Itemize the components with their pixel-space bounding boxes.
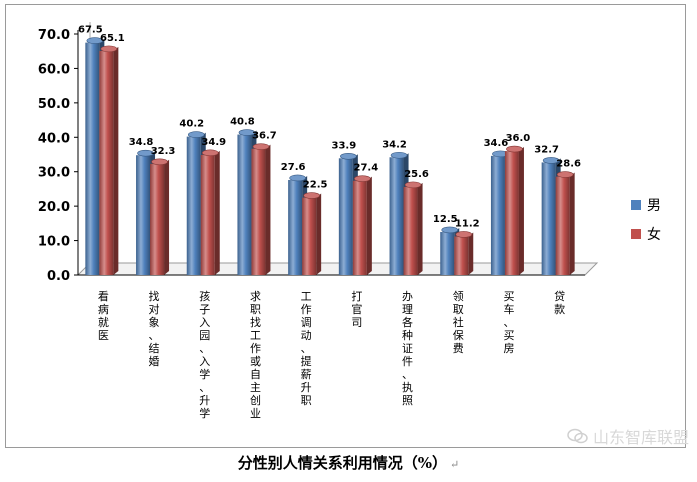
- bar-top: [542, 157, 560, 164]
- data-label: 65.1: [100, 33, 125, 44]
- bar-female: [150, 163, 165, 275]
- x-tick-label: 买车、买房: [503, 290, 514, 355]
- x-tick-label: 贷款: [554, 289, 565, 316]
- bar-chart: 0.0 10.0 20.0 30.0 40.0 50.0 60.0 70.0 67.565.1 看…: [38, 22, 661, 420]
- bar-side: [569, 172, 575, 275]
- bar-female: [504, 151, 519, 275]
- bar-male: [490, 155, 505, 275]
- data-label: 25.6: [404, 169, 429, 180]
- bar-side: [366, 176, 372, 275]
- bar-male: [389, 157, 404, 275]
- x-tick-label: 工作调动、提薪升职: [301, 290, 312, 407]
- bar-side: [265, 144, 271, 275]
- bar-top: [100, 45, 118, 53]
- bar-male: [136, 155, 151, 275]
- bar-male: [338, 158, 353, 275]
- bar-top: [201, 149, 219, 157]
- data-label: 40.8: [230, 117, 255, 128]
- bar-female: [99, 50, 114, 276]
- bar-side: [214, 150, 220, 275]
- legend-label: 女: [647, 226, 661, 243]
- x-tick-label: 找对象、结婚: [149, 289, 160, 368]
- watermark-text: 山东智库联盟: [592, 428, 689, 447]
- x-tick-label: 求职找工作或自主创业: [250, 290, 261, 420]
- bar-top: [151, 158, 168, 166]
- y-tick-label: 30.0: [38, 166, 70, 181]
- bar-side: [468, 232, 474, 275]
- bar-female: [251, 148, 266, 275]
- bar-female: [555, 176, 570, 275]
- bar-male: [288, 179, 303, 275]
- bar-female: [454, 236, 469, 275]
- bar-top: [506, 145, 523, 153]
- legend-swatch: [631, 200, 641, 210]
- bar-top: [455, 231, 473, 238]
- bar-top: [86, 37, 104, 44]
- data-label: 34.2: [382, 139, 407, 150]
- return-mark: ↵: [450, 458, 460, 471]
- data-label: 34.6: [484, 138, 509, 149]
- bar-male: [237, 134, 252, 275]
- data-label: 67.5: [78, 25, 103, 36]
- bar-top: [390, 151, 408, 159]
- data-label: 36.7: [252, 131, 277, 142]
- y-tick-label: 0.0: [47, 269, 70, 284]
- bar-top: [289, 174, 306, 182]
- wechat-icon: [567, 428, 588, 444]
- data-label: 22.5: [303, 180, 328, 191]
- y-tick-label: 50.0: [38, 97, 70, 112]
- bar-top: [556, 171, 574, 178]
- bar-top: [252, 143, 270, 150]
- data-label: 32.3: [151, 146, 176, 157]
- x-tick-label: 办理各种证件、执照: [402, 290, 413, 407]
- legend-label: 男: [647, 198, 661, 214]
- data-label: 40.2: [179, 119, 204, 130]
- bar-female: [403, 186, 418, 275]
- x-tick-label: 孩子入园、入学、升学: [199, 290, 210, 420]
- watermark: 山东智库联盟: [567, 424, 689, 448]
- bar-top: [137, 149, 154, 157]
- y-tick-label: 60.0: [38, 62, 70, 77]
- bar-top: [303, 192, 320, 199]
- data-label: 27.6: [281, 162, 306, 173]
- data-label: 11.2: [455, 218, 480, 229]
- bar-top: [441, 226, 459, 234]
- data-label: 33.9: [332, 140, 357, 151]
- x-tick-label: 打官司: [351, 289, 362, 329]
- data-label: 32.7: [534, 144, 559, 155]
- bar-male: [440, 231, 455, 275]
- chart-title: 分性别人情关系利用情况（%）: [237, 454, 448, 472]
- data-label: 34.9: [201, 137, 226, 148]
- bar-male: [186, 136, 201, 275]
- data-label: 28.6: [556, 159, 581, 170]
- x-tick-label: 领取社保费: [453, 290, 464, 355]
- bar-top: [187, 131, 205, 138]
- data-label: 34.8: [129, 137, 154, 148]
- data-label: 36.0: [506, 133, 531, 144]
- bar-male: [541, 162, 556, 275]
- x-tick-label: 看病就医: [98, 289, 109, 342]
- data-label: 12.5: [433, 214, 458, 225]
- y-tick-label: 40.0: [38, 131, 70, 146]
- chart-caption: 分性别人情关系利用情况（%） ↵: [0, 452, 697, 473]
- bar-side: [164, 159, 170, 275]
- bar-side: [316, 193, 322, 275]
- data-label: 27.4: [354, 163, 379, 174]
- y-tick-label: 70.0: [38, 28, 70, 43]
- bar-female: [352, 180, 367, 275]
- bar-side: [417, 182, 423, 275]
- bar-female: [200, 154, 215, 275]
- bar-female: [302, 197, 317, 275]
- y-tick-label: 10.0: [38, 235, 70, 250]
- bar-male: [85, 42, 100, 275]
- bar-top: [238, 129, 256, 136]
- bar-top: [340, 152, 357, 160]
- bar-top: [404, 181, 422, 189]
- bar-top: [354, 175, 371, 182]
- bar-side: [518, 147, 524, 275]
- y-tick-label: 20.0: [38, 200, 70, 215]
- legend-swatch: [631, 229, 641, 239]
- bar-side: [113, 46, 119, 276]
